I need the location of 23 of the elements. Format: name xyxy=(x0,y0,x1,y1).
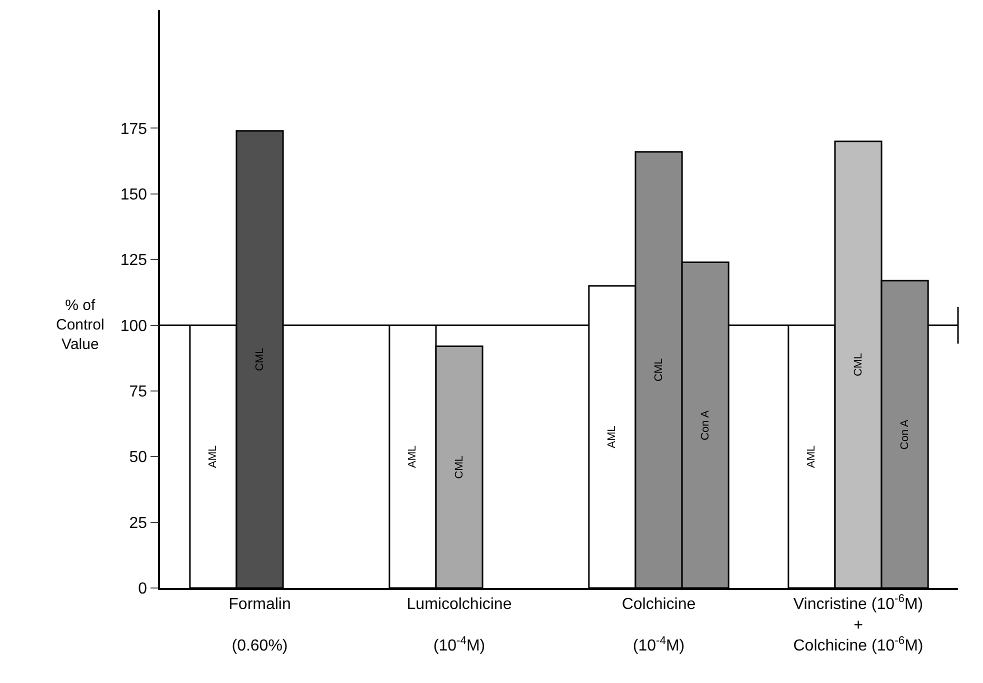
y-tick-label: 175 xyxy=(120,120,148,138)
text: AML xyxy=(606,426,618,448)
series-label: CML xyxy=(453,456,466,479)
text: AML xyxy=(806,445,818,468)
y-tick-label: 50 xyxy=(129,449,148,466)
series-label: AML xyxy=(207,445,220,468)
category-label: Lumicolchicine (10$^{-4}$M) xyxy=(406,596,512,655)
series-label: Con A xyxy=(699,410,712,440)
y-axis-title: % of Control Value xyxy=(56,297,104,353)
y-tick-label: 75 xyxy=(129,384,148,401)
y-tick-label: 25 xyxy=(129,514,148,532)
y-tick-label: 100 xyxy=(120,318,148,335)
y-tick-label: 0 xyxy=(138,580,148,598)
y-tick-label: 150 xyxy=(120,186,148,204)
text: CML xyxy=(852,353,864,376)
text: CML xyxy=(652,358,665,382)
category-label: Colchicine (10$^{-4}$M) xyxy=(622,596,696,655)
category-label: Formalin (0.60%) xyxy=(228,596,291,655)
y-tick-label: 125 xyxy=(120,252,148,270)
text: CML xyxy=(254,348,266,372)
text: AML xyxy=(406,445,419,468)
category-label: Vincristine (10$^{-6}$M) + Colchicine (10$^{-6}$M) xyxy=(793,593,924,655)
text: Con A xyxy=(898,420,911,450)
